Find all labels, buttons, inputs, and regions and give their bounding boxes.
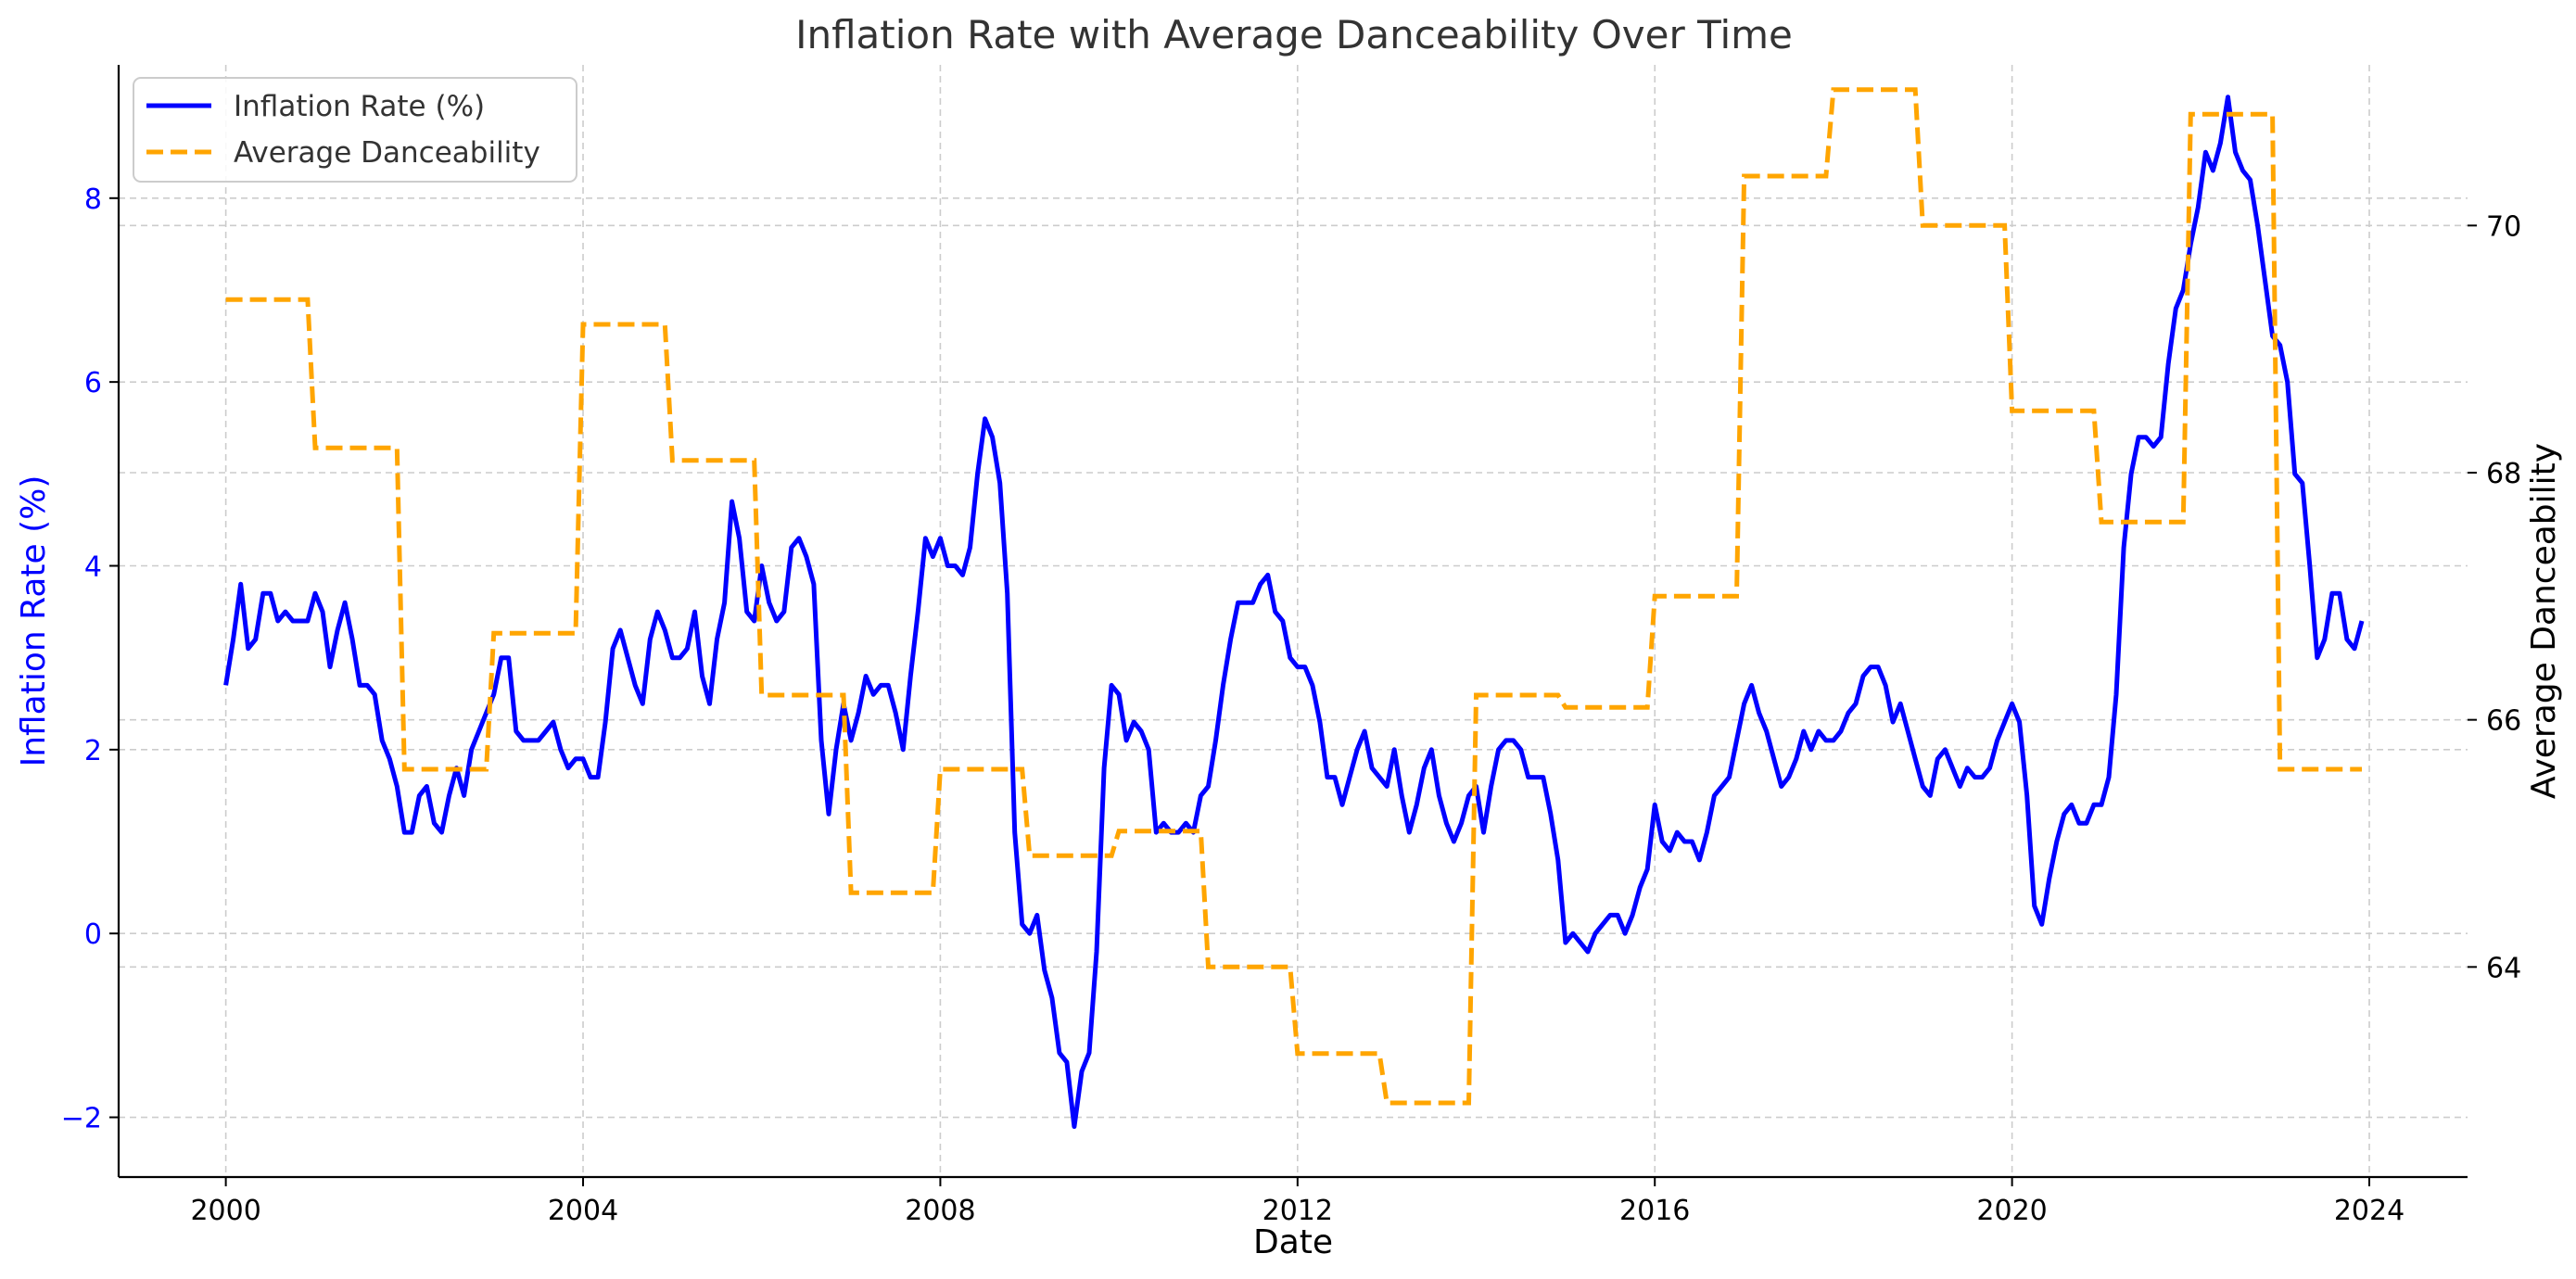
left-tick-label: 4 [84,551,102,583]
x-tick-label: 2016 [1619,1195,1690,1227]
grid [119,65,2468,1177]
left-tick-label: 6 [84,367,102,399]
left-tick-label: −2 [61,1103,102,1135]
chart-title: Inflation Rate with Average Danceability… [795,12,1793,57]
right-tick-label: 64 [2486,952,2521,984]
right-axis-ticks: 64 66 68 70 [2468,210,2521,984]
x-tick-label: 2008 [905,1195,975,1227]
right-axis-label: Average Danceability [2525,443,2563,799]
x-axis-label: Date [1253,1223,1333,1261]
x-tick-label: 2012 [1263,1195,1333,1227]
left-axis-label: Inflation Rate (%) [15,475,53,767]
x-tick-label: 2004 [548,1195,618,1227]
legend-label-danceability: Average Danceability [234,136,540,170]
series-layer [223,87,2365,1129]
legend: Inflation Rate (%) Average Danceability [133,77,577,183]
x-tick-label: 2024 [2334,1195,2405,1227]
legend-box [133,77,577,183]
right-tick-label: 66 [2486,705,2521,738]
series-line-inflation-rate [223,95,2365,1129]
x-tick-label: 2000 [190,1195,260,1227]
series-line-average-danceability [225,87,2362,1106]
left-tick-label: 0 [84,918,102,951]
legend-label-inflation: Inflation Rate (%) [234,90,485,123]
right-tick-label: 68 [2486,458,2521,490]
left-tick-label: 2 [84,735,102,767]
x-axis-ticks: 2000 2004 2008 2012 2016 2020 2024 [190,1177,2405,1227]
left-tick-label: 8 [84,184,102,216]
right-tick-label: 70 [2486,210,2521,243]
x-tick-label: 2020 [1976,1195,2047,1227]
left-axis-ticks: −2 0 2 4 6 8 [61,184,119,1135]
